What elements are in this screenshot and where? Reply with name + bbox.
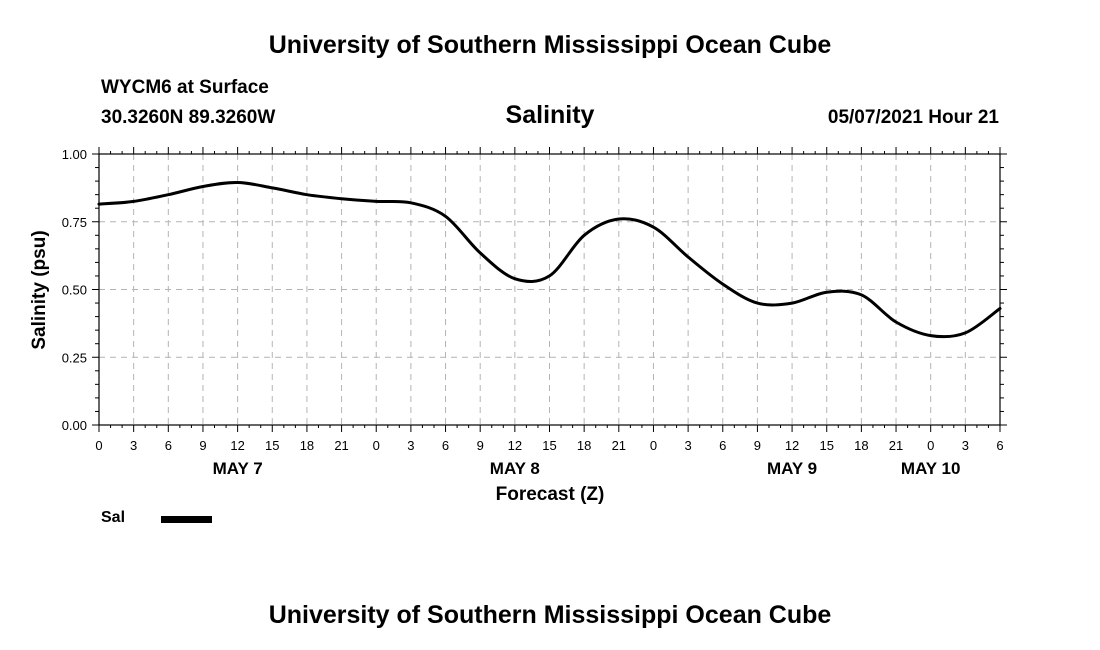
x-tick-label: 9 bbox=[754, 438, 761, 453]
y-axis-title: Salinity (psu) bbox=[29, 230, 50, 349]
x-tick-label: 3 bbox=[407, 438, 414, 453]
x-date-label: MAY 7 bbox=[213, 459, 263, 478]
x-tick-label: 15 bbox=[265, 438, 279, 453]
x-tick-label: 0 bbox=[95, 438, 102, 453]
footer-title: University of Southern Mississippi Ocean… bbox=[268, 601, 832, 629]
x-tick-label: 15 bbox=[819, 438, 833, 453]
x-tick-label: 0 bbox=[650, 438, 657, 453]
x-tick-label: 12 bbox=[508, 438, 522, 453]
legend-line-swatch bbox=[161, 516, 212, 523]
x-tick-label: 3 bbox=[962, 438, 969, 453]
x-tick-label: 3 bbox=[684, 438, 691, 453]
x-tick-label: 21 bbox=[612, 438, 626, 453]
header-title: University of Southern Mississippi Ocean… bbox=[268, 31, 832, 59]
forecast-datetime: 05/07/2021 Hour 21 bbox=[827, 107, 999, 128]
x-date-label: MAY 8 bbox=[490, 459, 540, 478]
y-tick-label: 0.00 bbox=[62, 418, 87, 433]
x-tick-label: 0 bbox=[927, 438, 934, 453]
x-tick-label: 12 bbox=[785, 438, 799, 453]
x-tick-label: 18 bbox=[577, 438, 591, 453]
x-date-label: MAY 10 bbox=[901, 459, 961, 478]
x-tick-label: 6 bbox=[442, 438, 449, 453]
series-line-sal bbox=[97, 180, 1002, 339]
y-tick-label: 0.75 bbox=[62, 215, 87, 230]
x-tick-label: 9 bbox=[477, 438, 484, 453]
x-tick-label: 6 bbox=[996, 438, 1003, 453]
station-coords: 30.3260N 89.3260W bbox=[101, 107, 276, 128]
x-tick-label: 18 bbox=[854, 438, 868, 453]
x-tick-label: 15 bbox=[542, 438, 556, 453]
y-tick-label: 0.25 bbox=[62, 350, 87, 365]
x-date-label: MAY 9 bbox=[767, 459, 817, 478]
legend-label: Sal bbox=[101, 509, 126, 526]
x-tick-label: 3 bbox=[130, 438, 137, 453]
x-tick-label: 9 bbox=[199, 438, 206, 453]
y-tick-label: 1.00 bbox=[62, 147, 87, 162]
x-tick-label: 12 bbox=[230, 438, 244, 453]
x-tick-label: 0 bbox=[373, 438, 380, 453]
chart-title: Salinity bbox=[505, 101, 595, 129]
x-tick-label: 21 bbox=[334, 438, 348, 453]
x-tick-label: 6 bbox=[165, 438, 172, 453]
y-tick-label: 0.50 bbox=[62, 283, 87, 298]
x-axis-title: Forecast (Z) bbox=[496, 484, 605, 505]
x-tick-label: 18 bbox=[300, 438, 314, 453]
x-tick-label: 6 bbox=[719, 438, 726, 453]
x-tick-label: 21 bbox=[889, 438, 903, 453]
station-name: WYCM6 at Surface bbox=[101, 77, 269, 98]
